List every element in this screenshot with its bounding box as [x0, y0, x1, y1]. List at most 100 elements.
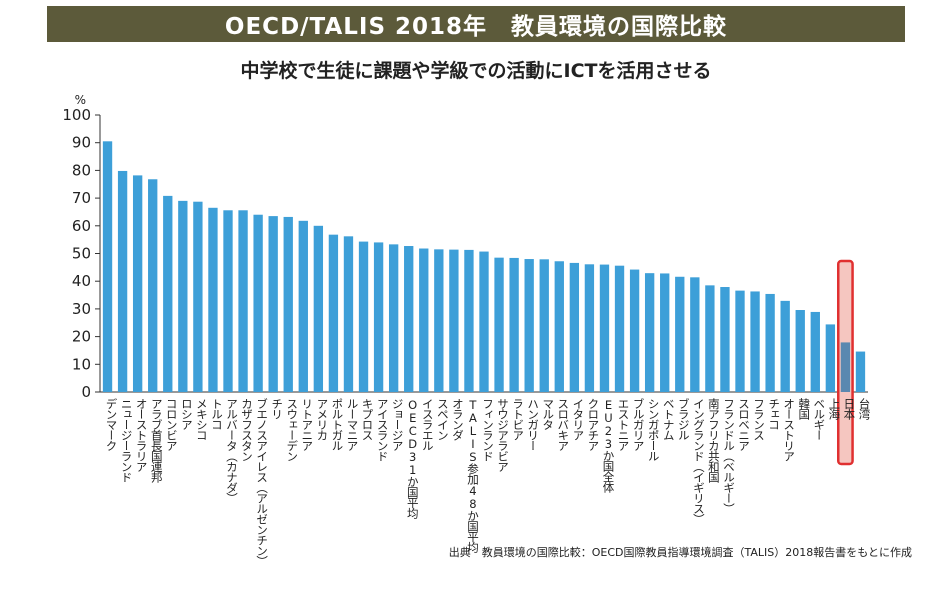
y-axis-unit-label: % [75, 93, 86, 107]
header-banner: OECD/TALIS 2018年 教員環境の国際比較 [47, 6, 905, 42]
bar [388, 244, 399, 392]
x-tick-label: 日本 [842, 398, 856, 421]
y-tick-label: 60 [72, 217, 91, 235]
x-tick-label: コロンビア [165, 398, 179, 451]
bar [780, 300, 790, 392]
x-tick-label: フランス [752, 398, 766, 441]
bar [178, 200, 188, 392]
y-tick-label: 0 [81, 383, 91, 401]
bar [434, 249, 444, 392]
x-tick-label: クロアチア [586, 398, 600, 451]
x-tick-label: ラトビア [511, 398, 525, 441]
x-tick-label: サウジアラビア [496, 398, 510, 472]
bar [193, 201, 203, 392]
x-tick-label: イスラエル [421, 398, 435, 451]
bar [373, 242, 384, 392]
y-tick-label: 70 [72, 189, 91, 207]
source-note: 出典 教員環境の国際比較：OECD国際教員指導環境調査（TALIS）2018報告… [448, 546, 912, 559]
x-tick-label: 韓国 [797, 398, 811, 421]
bar [675, 276, 685, 392]
x-tick-label: イタリア [571, 398, 585, 441]
x-tick-label: オーストラリア [135, 398, 149, 472]
bar [328, 234, 339, 392]
bar [358, 241, 369, 392]
x-tick-label: リトアニア [300, 398, 314, 451]
x-tick-label: フランドル（ベルギー） [722, 398, 736, 514]
bar [660, 273, 670, 392]
x-tick-label: 上海 [827, 398, 841, 421]
x-tick-label: ロシア [180, 398, 194, 430]
bar [810, 311, 820, 392]
x-tick-label: イングランド（イギリス） [692, 398, 706, 524]
bar [614, 265, 625, 392]
x-tick-label: スロベニア [737, 398, 751, 451]
bar [629, 269, 640, 392]
x-tick-label: 台湾 [857, 397, 871, 421]
bar [825, 324, 836, 392]
x-tick-label: チェコ [767, 398, 781, 430]
x-tick-label: ハンガリー [526, 398, 540, 451]
bar [539, 259, 549, 392]
x-tick-label: エストニア [617, 398, 631, 451]
bar [795, 310, 805, 392]
x-tick-label: TALIS参加48か国平均 [466, 398, 480, 554]
bar [208, 207, 218, 392]
x-tick-label: EU23か国全体 [601, 398, 615, 493]
bar [313, 225, 324, 392]
x-tick-label: ブルガリア [632, 397, 646, 451]
header-title: OECD/TALIS 2018年 教員環境の国際比較 [224, 14, 728, 40]
x-tick-label: デンマーク [105, 397, 119, 451]
x-tick-label: シンガポール [647, 398, 661, 461]
x-tick-label: ブラジル [677, 397, 691, 440]
x-tick-label: メキシコ [195, 398, 209, 440]
x-tick-label: キプロス [361, 398, 375, 441]
x-tick-label: オーストリア [782, 398, 796, 462]
x-tick-label: アラブ首長国連邦 [150, 398, 164, 483]
bar [494, 257, 504, 392]
x-tick-label: スペイン [436, 398, 450, 440]
x-tick-label: チリ [270, 398, 284, 419]
y-tick-label: 30 [72, 300, 91, 318]
x-tick-label: トルコ [210, 398, 224, 430]
x-tick-label: OECD31か国平均 [406, 398, 420, 520]
x-tick-label: カザフスタン [240, 398, 254, 461]
y-tick-label: 10 [72, 355, 91, 373]
bar [750, 291, 760, 392]
bar [419, 248, 429, 392]
bar [268, 216, 278, 392]
y-tick-label: 80 [72, 161, 91, 179]
bar [238, 210, 248, 392]
bar [735, 290, 745, 392]
bar [524, 259, 534, 392]
bar [584, 264, 595, 392]
bar [644, 273, 655, 392]
x-tick-label: ブエノスアイレス（アルゼンチン） [255, 397, 269, 566]
bar [102, 141, 113, 392]
x-tick-label: オランダ [451, 398, 465, 441]
x-tick-label: 南アフリカ共和国 [707, 397, 721, 484]
bar [479, 251, 489, 392]
bar [599, 264, 610, 392]
bar [554, 261, 564, 392]
x-tick-label: ポルトガル [330, 398, 344, 451]
bar [855, 351, 866, 392]
x-tick-label: アルバータ（カナダ） [225, 398, 239, 503]
x-tick-label: ベルギー [812, 398, 826, 440]
bar [569, 262, 580, 392]
bar [690, 277, 700, 392]
x-tick-label: アメリカ [315, 398, 329, 441]
bar [404, 246, 414, 392]
x-tick-label: スロバキア [556, 398, 570, 451]
x-tick-label: ベトナム [662, 398, 676, 441]
x-tick-label: マルタ [541, 398, 555, 430]
bar-highlighted [840, 342, 851, 392]
bar [464, 249, 474, 392]
x-tick-label: ジョージア [391, 398, 405, 451]
bar [148, 179, 158, 392]
bar [132, 175, 143, 392]
bar [343, 236, 354, 392]
y-tick-label: 90 [72, 134, 91, 152]
bar [449, 249, 459, 392]
y-tick-label: 20 [72, 328, 91, 346]
bar [720, 287, 730, 392]
